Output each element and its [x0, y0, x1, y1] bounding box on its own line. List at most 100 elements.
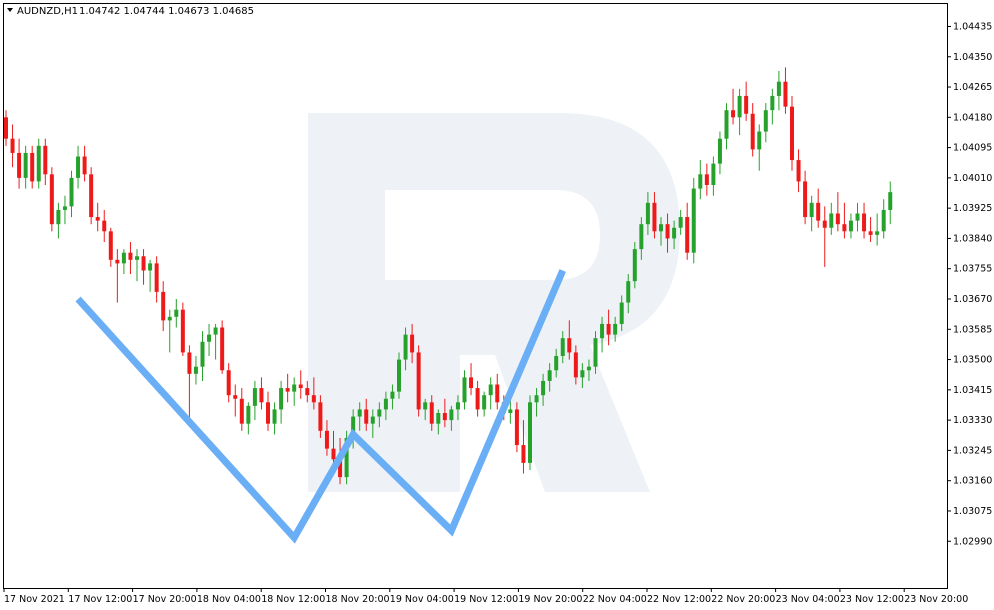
- candle-body: [744, 95, 749, 114]
- candle: [383, 391, 388, 421]
- candle-body: [586, 366, 591, 371]
- candle-body: [43, 145, 48, 175]
- candle-body: [305, 388, 310, 396]
- candle: [128, 242, 133, 275]
- candle: [252, 380, 257, 421]
- candle: [875, 213, 880, 246]
- candle: [534, 388, 539, 417]
- time-tick-label: 22 Nov 20:00: [711, 594, 775, 605]
- candle: [626, 274, 631, 314]
- candle: [475, 380, 480, 417]
- candle: [4, 110, 8, 146]
- candle: [56, 202, 61, 239]
- watermark-logo: [308, 113, 680, 492]
- candle: [390, 384, 395, 410]
- candle: [495, 373, 500, 410]
- candle-body: [95, 217, 100, 221]
- candle: [115, 249, 120, 303]
- candle: [108, 227, 113, 267]
- candle-body: [82, 156, 87, 175]
- candle-body: [311, 395, 316, 403]
- price-tick-label: 1.03075: [953, 506, 992, 517]
- candle-body: [685, 217, 690, 253]
- candle-body: [783, 81, 788, 107]
- time-tick-label: 18 Nov 20:00: [326, 594, 390, 605]
- candle-body: [174, 309, 179, 317]
- candle: [868, 217, 873, 242]
- candle: [141, 249, 146, 285]
- candle-body: [141, 256, 146, 271]
- candle: [272, 402, 277, 435]
- candle: [619, 295, 624, 332]
- candle-body: [429, 402, 434, 424]
- candle-body: [56, 209, 61, 225]
- candle: [154, 256, 159, 303]
- w-pattern-polyline: [75, 269, 566, 544]
- candle: [259, 377, 264, 410]
- candle-body: [36, 145, 41, 182]
- chart-header[interactable]: AUDNZD,H1 1.04742 1.04744 1.04673 1.0468…: [7, 6, 254, 17]
- candle: [737, 88, 742, 136]
- candle-body: [364, 409, 369, 424]
- candle: [429, 395, 434, 431]
- candle: [292, 377, 297, 406]
- candle-body: [731, 110, 736, 118]
- candle-body: [397, 359, 401, 392]
- candle-body: [600, 323, 605, 339]
- price-tick-label: 1.03670: [953, 294, 992, 305]
- candle: [632, 242, 637, 289]
- candle-body: [49, 174, 54, 225]
- candle: [547, 363, 552, 392]
- candle: [30, 145, 35, 189]
- candle-body: [626, 281, 631, 303]
- candle: [803, 170, 808, 225]
- candle-body: [344, 437, 349, 478]
- candle: [10, 124, 15, 168]
- candle-body: [816, 202, 821, 221]
- candle-body: [161, 291, 166, 321]
- candle-body: [554, 356, 559, 371]
- candle: [200, 331, 205, 381]
- candle-body: [62, 206, 67, 210]
- candle-body: [482, 395, 487, 410]
- candle-body: [213, 327, 218, 335]
- candle: [161, 281, 166, 332]
- candle-body: [226, 370, 231, 396]
- candle-body: [338, 459, 343, 478]
- plot-frame: [3, 3, 948, 589]
- candle: [528, 395, 532, 470]
- candle: [744, 81, 749, 121]
- candle-body: [115, 259, 120, 264]
- candle-body: [436, 413, 441, 424]
- candle-body: [259, 388, 264, 403]
- candle-body: [717, 138, 722, 164]
- candle-body: [318, 402, 323, 431]
- time-tick-label: 17 Nov 2021: [4, 594, 65, 605]
- candle: [226, 363, 231, 403]
- candle-body: [220, 327, 225, 371]
- candle: [567, 320, 572, 360]
- candle: [763, 103, 768, 143]
- candle: [462, 370, 467, 410]
- candle-body: [148, 263, 153, 271]
- candle: [645, 192, 650, 235]
- candle: [397, 352, 401, 399]
- candle: [36, 138, 41, 189]
- triangle-down-icon[interactable]: [7, 8, 13, 12]
- candle: [881, 199, 886, 239]
- candle-body: [279, 388, 284, 410]
- candle-body: [410, 334, 415, 353]
- candle-body: [632, 249, 637, 282]
- candle: [698, 160, 703, 200]
- candle-body: [835, 213, 840, 225]
- time-tick-label: 18 Nov 12:00: [261, 594, 325, 605]
- price-tick-label: 1.04010: [953, 173, 992, 184]
- candle-body: [4, 117, 8, 139]
- candle-body: [704, 174, 709, 185]
- candle-body: [108, 231, 113, 260]
- candle: [239, 388, 244, 431]
- candle-body: [449, 409, 454, 421]
- candle-body: [593, 338, 598, 367]
- time-tick-label: 19 Nov 04:00: [390, 594, 454, 605]
